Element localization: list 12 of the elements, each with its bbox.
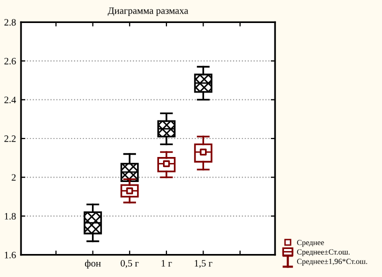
x-tick-label: 0,5 г <box>120 260 139 268</box>
y-tick-label: 2.4 <box>4 96 16 104</box>
y-tick-label: 2 <box>12 174 16 181</box>
y-tick-label: 2.8 <box>4 19 16 26</box>
chart-title: Диаграмма размаха <box>108 7 188 16</box>
y-tick-label: 1.8 <box>4 212 16 220</box>
x-tick-label: 1,5 г <box>194 260 212 268</box>
x-tick-label: фон <box>84 260 101 269</box>
y-tick-label: 2.6 <box>4 58 16 64</box>
x-tick-label: 1 г <box>162 260 172 266</box>
y-tick-label: 2.2 <box>4 135 16 142</box>
y-tick-label: 1.6 <box>4 252 16 258</box>
